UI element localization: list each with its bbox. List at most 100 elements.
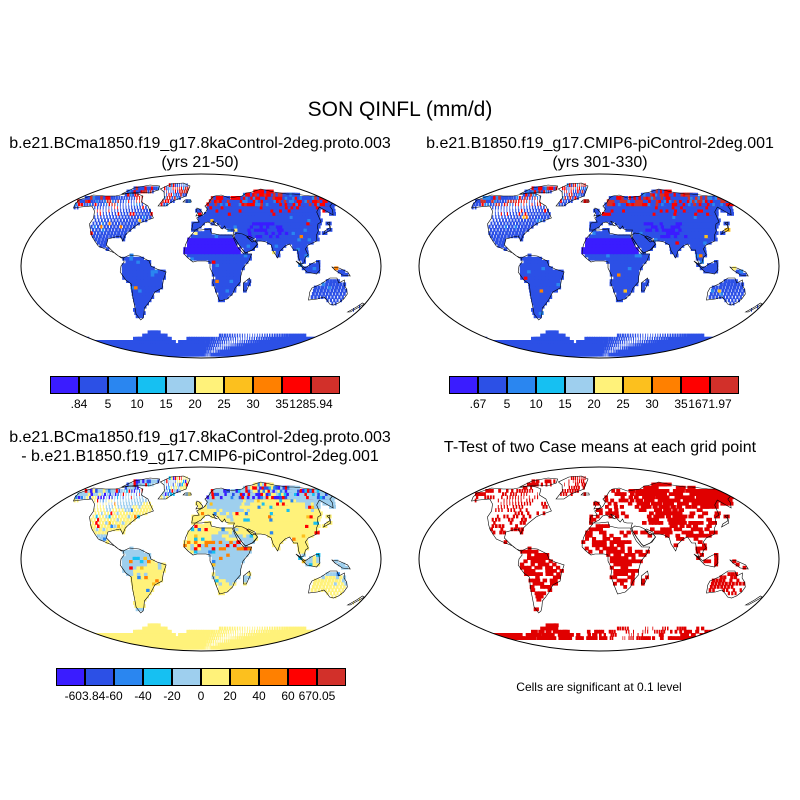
grid-cell bbox=[146, 298, 152, 303]
grid-cell bbox=[197, 244, 202, 248]
grid-cell bbox=[493, 221, 496, 226]
grid-cell bbox=[703, 240, 709, 245]
grid-cell bbox=[114, 642, 128, 647]
grid-cell bbox=[183, 343, 188, 347]
grid-cell bbox=[627, 269, 632, 274]
grid-cell bbox=[259, 224, 265, 229]
grid-cell bbox=[232, 346, 235, 351]
grid-cell bbox=[138, 292, 144, 296]
grid-cell bbox=[331, 285, 335, 290]
grid-cell bbox=[211, 247, 216, 251]
grid-cell bbox=[217, 340, 219, 344]
grid-cell bbox=[287, 221, 293, 226]
grid-cell bbox=[110, 218, 113, 223]
grid-cell bbox=[540, 295, 546, 299]
grid-cell bbox=[219, 633, 221, 637]
grid-cell bbox=[572, 189, 574, 194]
grid-cell bbox=[663, 336, 666, 341]
grid-cell bbox=[497, 205, 499, 210]
grid-cell bbox=[511, 231, 515, 235]
grid-cell bbox=[125, 559, 130, 564]
grid-cell bbox=[217, 221, 222, 226]
grid-cell bbox=[136, 556, 141, 560]
grid-cell bbox=[509, 212, 511, 216]
grid-cell bbox=[233, 202, 238, 207]
grid-cell bbox=[259, 205, 266, 210]
grid-cell bbox=[201, 336, 204, 341]
grid-cell bbox=[609, 244, 614, 248]
grid-cell bbox=[512, 202, 514, 207]
grid-cell bbox=[252, 636, 256, 640]
grid-cell bbox=[701, 221, 707, 226]
grid-cell bbox=[623, 196, 628, 200]
grid-cell bbox=[602, 250, 607, 255]
grid-cell bbox=[129, 192, 132, 197]
grid-cell bbox=[503, 196, 507, 200]
grid-cell bbox=[608, 346, 611, 351]
grid-cell bbox=[112, 642, 127, 647]
grid-cell bbox=[211, 565, 216, 570]
grid-cell bbox=[302, 244, 308, 248]
grid-cell bbox=[137, 192, 139, 197]
grid-cell bbox=[226, 221, 231, 226]
grid-cell bbox=[626, 240, 632, 245]
grid-cell bbox=[243, 575, 248, 580]
grid-cell bbox=[643, 212, 649, 216]
grid-cell bbox=[108, 212, 110, 216]
grid-cell bbox=[130, 199, 132, 203]
grid-cell bbox=[318, 585, 322, 589]
grid-cell bbox=[666, 221, 672, 226]
grid-cell bbox=[617, 260, 622, 264]
grid-cell bbox=[256, 336, 258, 341]
grid-cell bbox=[229, 549, 234, 554]
grid-cell bbox=[495, 224, 498, 229]
grid-cell bbox=[243, 215, 249, 219]
grid-cell bbox=[588, 240, 593, 245]
grid-cell bbox=[624, 333, 627, 338]
grid-cell bbox=[676, 212, 683, 216]
grid-cell bbox=[694, 234, 700, 239]
grid-cell bbox=[342, 575, 347, 580]
grid-cell bbox=[274, 349, 285, 354]
grid-cell bbox=[315, 231, 321, 235]
grid-cell bbox=[634, 247, 639, 251]
grid-cell bbox=[617, 199, 622, 203]
grid-cell bbox=[260, 645, 274, 650]
grid-cell bbox=[705, 237, 711, 242]
grid-cell bbox=[336, 591, 339, 596]
grid-cell bbox=[160, 626, 166, 631]
grid-cell bbox=[186, 186, 189, 191]
grid-cell bbox=[639, 231, 644, 235]
grid-cell bbox=[226, 549, 231, 554]
grid-cell bbox=[229, 556, 234, 560]
grid-cell bbox=[337, 269, 342, 274]
grid-cell bbox=[621, 340, 624, 344]
grid-cell bbox=[599, 240, 604, 245]
grid-cell bbox=[620, 285, 624, 290]
coastline-arctic-islands bbox=[519, 184, 558, 195]
grid-cell bbox=[271, 215, 277, 219]
grid-cell bbox=[620, 349, 623, 354]
grid-cell bbox=[102, 208, 104, 213]
grid-cell bbox=[654, 343, 658, 347]
grid-cell bbox=[602, 247, 607, 251]
grid-cell bbox=[206, 202, 210, 207]
grid-cell bbox=[132, 295, 138, 299]
grid-cell bbox=[219, 642, 221, 647]
grid-cell bbox=[485, 199, 489, 203]
grid-cell bbox=[664, 189, 672, 194]
grid-cell bbox=[316, 288, 320, 293]
grid-cell bbox=[222, 559, 227, 564]
grid-cell bbox=[706, 224, 712, 229]
grid-cell bbox=[599, 244, 604, 248]
grid-cell bbox=[317, 588, 321, 592]
grid-cell bbox=[191, 633, 196, 637]
grid-cell bbox=[638, 224, 643, 229]
grid-cell bbox=[602, 234, 607, 239]
grid-cell bbox=[225, 642, 229, 647]
grid-cell bbox=[524, 212, 527, 216]
grid-cell bbox=[632, 215, 638, 219]
grid-cell bbox=[271, 633, 275, 637]
grid-cell bbox=[266, 333, 268, 338]
grid-cell bbox=[226, 546, 231, 551]
